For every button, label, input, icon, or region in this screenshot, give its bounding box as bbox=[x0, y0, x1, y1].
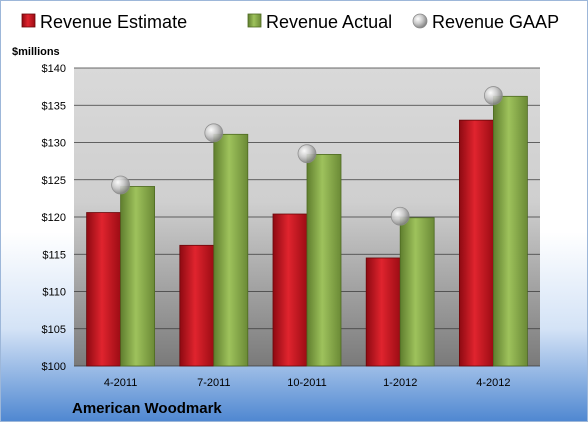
y-tick-label: $125 bbox=[42, 175, 66, 187]
x-tick-label: 4-2011 bbox=[104, 377, 137, 389]
marker-revenue-gaap bbox=[111, 175, 130, 195]
y-axis-label: $millions bbox=[12, 46, 60, 58]
legend-label: Revenue Actual bbox=[266, 12, 392, 32]
x-axis-ticks: 4-2011 7-2011 10-2011 1-2012 4-2012 bbox=[104, 377, 511, 389]
y-tick-label: $100 bbox=[42, 361, 66, 373]
y-tick-label: $115 bbox=[42, 249, 66, 261]
bar-revenue-actual bbox=[120, 186, 155, 367]
x-tick-label: 10-2011 bbox=[287, 377, 327, 389]
bars bbox=[86, 86, 528, 367]
bar-revenue-estimate bbox=[272, 213, 308, 367]
y-tick-label: $105 bbox=[42, 324, 66, 336]
legend-label: Revenue GAAP bbox=[432, 12, 559, 32]
marker-revenue-gaap bbox=[483, 86, 503, 105]
y-tick-label: $135 bbox=[42, 100, 66, 112]
y-tick-label: $120 bbox=[42, 212, 66, 224]
y-tick-label: $140 bbox=[42, 63, 66, 75]
legend: Revenue Estimate Revenue Actual Revenue GA… bbox=[21, 12, 559, 32]
y-axis-ticks: $100 $105 $110 $115 $120 $125 $130 $135 $140 bbox=[42, 63, 66, 373]
legend-swatch bbox=[247, 13, 262, 28]
bar-revenue-estimate bbox=[458, 119, 494, 367]
bar-revenue-estimate bbox=[179, 244, 215, 367]
y-tick-label: $130 bbox=[42, 138, 66, 150]
bar-revenue-actual bbox=[306, 154, 342, 367]
marker-revenue-gaap bbox=[390, 206, 410, 226]
legend-swatch bbox=[412, 13, 428, 29]
x-tick-label: 4-2012 bbox=[476, 377, 510, 389]
marker-revenue-gaap bbox=[297, 144, 317, 164]
y-tick-label: $110 bbox=[42, 287, 66, 299]
company-footer-label: American Woodmark bbox=[72, 400, 222, 417]
bar-revenue-actual bbox=[399, 217, 435, 367]
bar-revenue-estimate bbox=[86, 212, 121, 367]
bar-revenue-estimate bbox=[365, 257, 401, 367]
legend-label: Revenue Estimate bbox=[40, 12, 187, 32]
x-tick-label: 7-2011 bbox=[197, 377, 230, 389]
x-tick-label: 1-2012 bbox=[383, 377, 417, 389]
bar-revenue-actual bbox=[213, 133, 249, 367]
bar-revenue-actual bbox=[492, 95, 528, 367]
legend-swatch bbox=[21, 13, 36, 28]
marker-revenue-gaap bbox=[204, 123, 224, 143]
